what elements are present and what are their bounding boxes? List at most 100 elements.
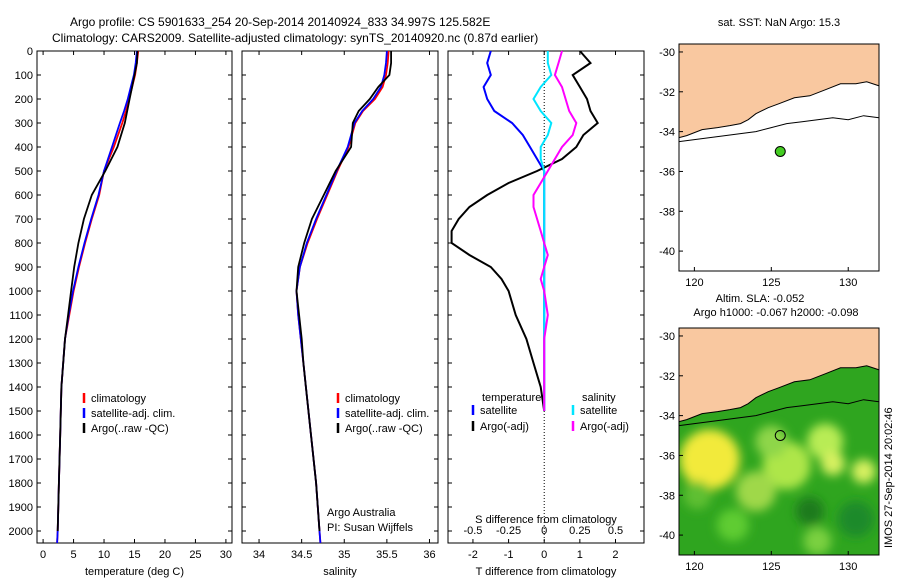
salinity-panel: 34 34.5 35 35.5 36 salinity climatology satelli… [241,50,439,578]
map-y-tick-label: -40 [659,530,675,542]
legend-label-1: Argo(-adj) [480,421,529,433]
map-x-tick-label: 120 [685,277,703,289]
sla-map-title-line2: Argo h1000: -0.067 h2000: -0.098 [693,307,858,319]
sst-map-title: sat. SST: NaN Argo: 15.3 [718,17,840,29]
legend-label-1: satellite-adj. clim. [91,408,175,420]
x-tick-label: 15 [128,549,140,561]
y-tick-label: 1900 [9,502,33,514]
map-y-tick-label: -38 [659,206,675,218]
sla-cell [803,527,832,555]
legend-label-2: Argo(..raw -QC) [91,423,169,435]
legend-label-2: Argo(..raw -QC) [345,423,423,435]
x-tick-label: 25 [189,549,201,561]
map-x-tick-label: 130 [839,277,857,289]
y-tick-label: 1200 [9,334,33,346]
y-tick-label: 1300 [9,358,33,370]
legend-label-1: satellite-adj. clim. [345,408,429,420]
series-line-2 [56,50,139,532]
header-line1: Argo profile: CS 5901633_254 20-Sep-2014… [70,15,490,29]
y-tick-label: 1600 [9,430,33,442]
x-tick-label: 34 [253,549,265,561]
sla-heatmap [679,423,876,555]
x2-tick-label: 0.25 [569,525,590,537]
sla-map-panel: -30 -32 -34 -36 -38 -40 120 125 130 Altim. SLA: -… [659,293,880,573]
x2-axis-label: S difference from climatology [475,514,617,526]
x2-tick-label: 0.5 [608,525,623,537]
argo-location-marker [774,429,786,441]
bathymetry-contour [679,115,879,143]
land-mass [679,44,879,139]
y-tick-label: 100 [15,70,33,82]
x-tick-label: 0 [40,549,46,561]
map-y-tick-label: -32 [659,87,675,99]
y-tick-label: 300 [15,118,33,130]
y-tick-label: 900 [15,262,33,274]
legend-salinity-title: salinity [582,392,616,404]
x-tick-label: 35 [338,549,350,561]
sla-cell [807,423,844,460]
sla-cell [735,471,776,512]
map-y-tick-label: -36 [659,166,675,178]
x-tick-label: 35.5 [376,549,397,561]
sla-cell [851,459,876,484]
map-frame [678,43,880,272]
map-x-tick-label: 125 [762,277,780,289]
x-tick-label: 34.5 [291,549,312,561]
y-tick-label: 1400 [9,382,33,394]
y-tick-label: 1000 [9,286,33,298]
x-axis-label: temperature (deg C) [85,566,184,578]
map-x-tick-label: 125 [762,561,780,573]
x-axis-label: T difference from climatology [476,566,617,578]
sla-cell [679,429,740,490]
x-tick-label: 10 [98,549,110,561]
plot-frame [241,50,439,544]
argo-location-marker [774,145,786,157]
map-y-tick-label: -38 [659,490,675,502]
x-tick-label: -1 [504,549,514,561]
series-line-1 [450,50,599,412]
annotation-line1: Argo Australia [327,507,396,519]
y-tick-label: 1100 [9,310,33,322]
y-tick-label: 2000 [9,526,33,538]
sla-map-title-line1: Altim. SLA: -0.052 [716,293,805,305]
header-line2: Climatology: CARS2009. Satellite-adjuste… [52,31,538,45]
legend-label-0: climatology [345,393,401,405]
sla-cell [683,481,712,510]
plot-frame [36,50,233,544]
series-line-2 [295,51,393,532]
difference-panel: -2 -1 0 1 2 T difference from climatology -0.5… [447,50,645,578]
map-y-tick-label: -40 [659,246,675,258]
y-tick-label: 1700 [9,454,33,466]
legend-label-2: satellite [580,405,617,417]
y-tick-label: 800 [15,238,33,250]
legend-label-0: satellite [480,405,517,417]
y-tick-label: 1800 [9,478,33,490]
sst-map-panel: -30 -32 -34 -36 -38 -40 120 125 130 sat. SST: NaN… [659,17,880,289]
map-y-tick-label: -36 [659,450,675,462]
x-tick-label: 0 [541,549,547,561]
y-tick-label: 700 [15,214,33,226]
x-tick-label: 2 [612,549,618,561]
x2-tick-label: -0.5 [463,525,482,537]
map-x-tick-label: 130 [839,561,857,573]
series-line-2 [532,51,553,411]
x-tick-label: 5 [71,549,77,561]
sla-cell [716,509,749,542]
sla-cell [755,425,788,458]
y-tick-label: 200 [15,94,33,106]
y-tick-label: 1500 [9,406,33,418]
imos-side-label: IMOS 27-Sep-2014 20:02:46 [883,407,895,548]
series-line-3 [532,50,578,411]
x-axis-label: salinity [323,566,357,578]
x-tick-label: 20 [159,549,171,561]
y-tick-label: 0 [27,46,33,58]
x-tick-label: -2 [468,549,478,561]
y-tick-label: 400 [15,142,33,154]
map-y-tick-label: -34 [659,411,675,423]
map-content [679,44,879,271]
annotation-line2: PI: Susan Wijffels [327,522,413,534]
legend-label-3: Argo(-adj) [580,421,629,433]
legend-temperature-title: temperature [482,392,541,404]
land-mass [679,328,879,423]
